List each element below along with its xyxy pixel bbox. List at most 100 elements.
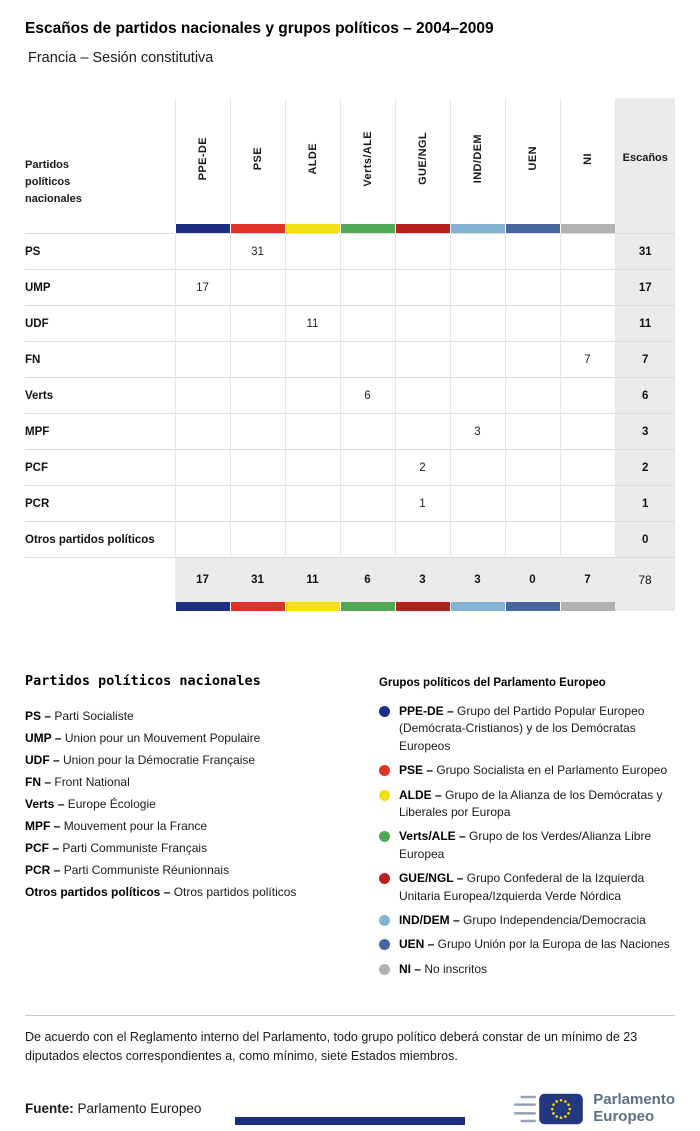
table-header-row: Partidos políticos nacionales PPE-DE PSE…	[25, 98, 675, 224]
bar-blank	[25, 602, 175, 611]
bar-blank	[25, 224, 175, 234]
group-color-bar	[229, 602, 285, 611]
cell	[449, 341, 505, 378]
group-color-bar	[339, 602, 395, 611]
bottom-accent-bar	[235, 1117, 465, 1125]
cell	[229, 521, 285, 558]
cell	[284, 521, 340, 558]
cell	[174, 521, 230, 558]
cell	[449, 269, 505, 306]
party-name: PCF	[25, 449, 175, 486]
table-row-pcf: PCF 2 2	[25, 449, 675, 486]
cell	[394, 413, 450, 450]
legend-group-item: Verts/ALE – Grupo de los Verdes/Alianza …	[378, 828, 675, 863]
cell	[504, 269, 560, 306]
cell	[229, 377, 285, 414]
cell	[504, 305, 560, 342]
cell: 2	[394, 449, 450, 486]
legend-group-item: NI – No inscritos	[378, 961, 675, 978]
group-color-bar	[284, 224, 340, 234]
cell	[339, 341, 395, 378]
cell: 7	[559, 341, 615, 378]
group-color-dot	[378, 873, 390, 885]
cell	[449, 377, 505, 414]
cell	[229, 341, 285, 378]
footer-row: Fuente: Parlamento Europeo	[25, 1087, 675, 1131]
cell	[229, 449, 285, 486]
party-name: UMP	[25, 269, 175, 306]
totals-row: 17 31 11 6 3 3 0 7 78	[25, 557, 675, 602]
totals-blank	[25, 557, 175, 602]
seats-table: Partidos políticos nacionales PPE-DE PSE…	[25, 98, 675, 611]
cell	[504, 413, 560, 450]
legend-section: Partidos políticos nacionales PS – Parti…	[25, 673, 675, 985]
source-value: Parlamento Europeo	[77, 1101, 202, 1117]
group-color-bar	[394, 224, 450, 234]
source-label: Fuente:	[25, 1101, 74, 1117]
cell	[339, 305, 395, 342]
seats-column-header: Escaños	[614, 98, 675, 224]
group-color-bar	[504, 224, 560, 234]
eu-stars-icon	[551, 1098, 572, 1119]
group-color-bar-row-top	[25, 224, 675, 234]
column-header-alde: ALDE	[284, 98, 340, 224]
cell: 3	[449, 413, 505, 450]
legend-party-item: Otros partidos políticos – Otros partido…	[25, 885, 297, 899]
group-color-dot	[378, 765, 390, 777]
group-color-bar	[394, 602, 450, 611]
cell	[559, 233, 615, 270]
column-header-ind-dem: IND/DEM	[449, 98, 505, 224]
cell	[174, 377, 230, 414]
group-color-bar	[284, 602, 340, 611]
cell	[229, 413, 285, 450]
group-color-bar	[559, 224, 615, 234]
legend-national-parties: Partidos políticos nacionales PS – Parti…	[25, 673, 339, 985]
cell	[339, 485, 395, 522]
cell	[284, 449, 340, 486]
table-row-pcr: PCR 1 1	[25, 485, 675, 522]
legend-group-item: PPE-DE – Grupo del Partido Popular Europ…	[378, 703, 675, 755]
group-color-dot	[378, 963, 390, 975]
cell	[394, 341, 450, 378]
group-color-bar	[449, 224, 505, 234]
seats-value: 1	[614, 485, 675, 522]
cell	[504, 449, 560, 486]
cell	[394, 377, 450, 414]
party-name: UDF	[25, 305, 175, 342]
cell: 31	[229, 233, 285, 270]
group-color-bar	[504, 602, 560, 611]
table-row-mpf: MPF 3 3	[25, 413, 675, 450]
column-header-ni: NI	[559, 98, 615, 224]
total-cell: 6	[340, 557, 395, 602]
cell	[394, 269, 450, 306]
cell	[559, 377, 615, 414]
seats-value: 11	[614, 305, 675, 342]
legend-group-item: ALDE – Grupo de la Alianza de los Demócr…	[378, 787, 675, 822]
legend-party-item: PS – Parti Socialiste	[25, 709, 134, 723]
table-row-fn: FN 7 7	[25, 341, 675, 378]
seats-value: 0	[614, 521, 675, 558]
cell	[284, 485, 340, 522]
cell	[284, 233, 340, 270]
cell	[394, 233, 450, 270]
total-cell: 7	[560, 557, 615, 602]
cell	[174, 485, 230, 522]
cell	[449, 305, 505, 342]
table-row-udf: UDF 11 11	[25, 305, 675, 342]
eu-flag-icon	[514, 1093, 584, 1125]
group-color-bar	[174, 602, 230, 611]
ep-logo: Parlamento Europeo	[513, 1087, 675, 1131]
total-cell: 11	[285, 557, 340, 602]
page-subtitle: Francia – Sesión constitutiva	[28, 50, 214, 66]
column-header-verts-ale: Verts/ALE	[339, 98, 395, 224]
group-color-bar	[559, 602, 615, 611]
cell	[394, 305, 450, 342]
legend-political-groups: Grupos políticos del Parlamento Europeo …	[378, 673, 675, 985]
cell	[339, 413, 395, 450]
seats-value: 3	[614, 413, 675, 450]
total-cell: 17	[175, 557, 230, 602]
cell	[174, 341, 230, 378]
total-seats: 78	[615, 557, 675, 602]
cell: 11	[284, 305, 340, 342]
